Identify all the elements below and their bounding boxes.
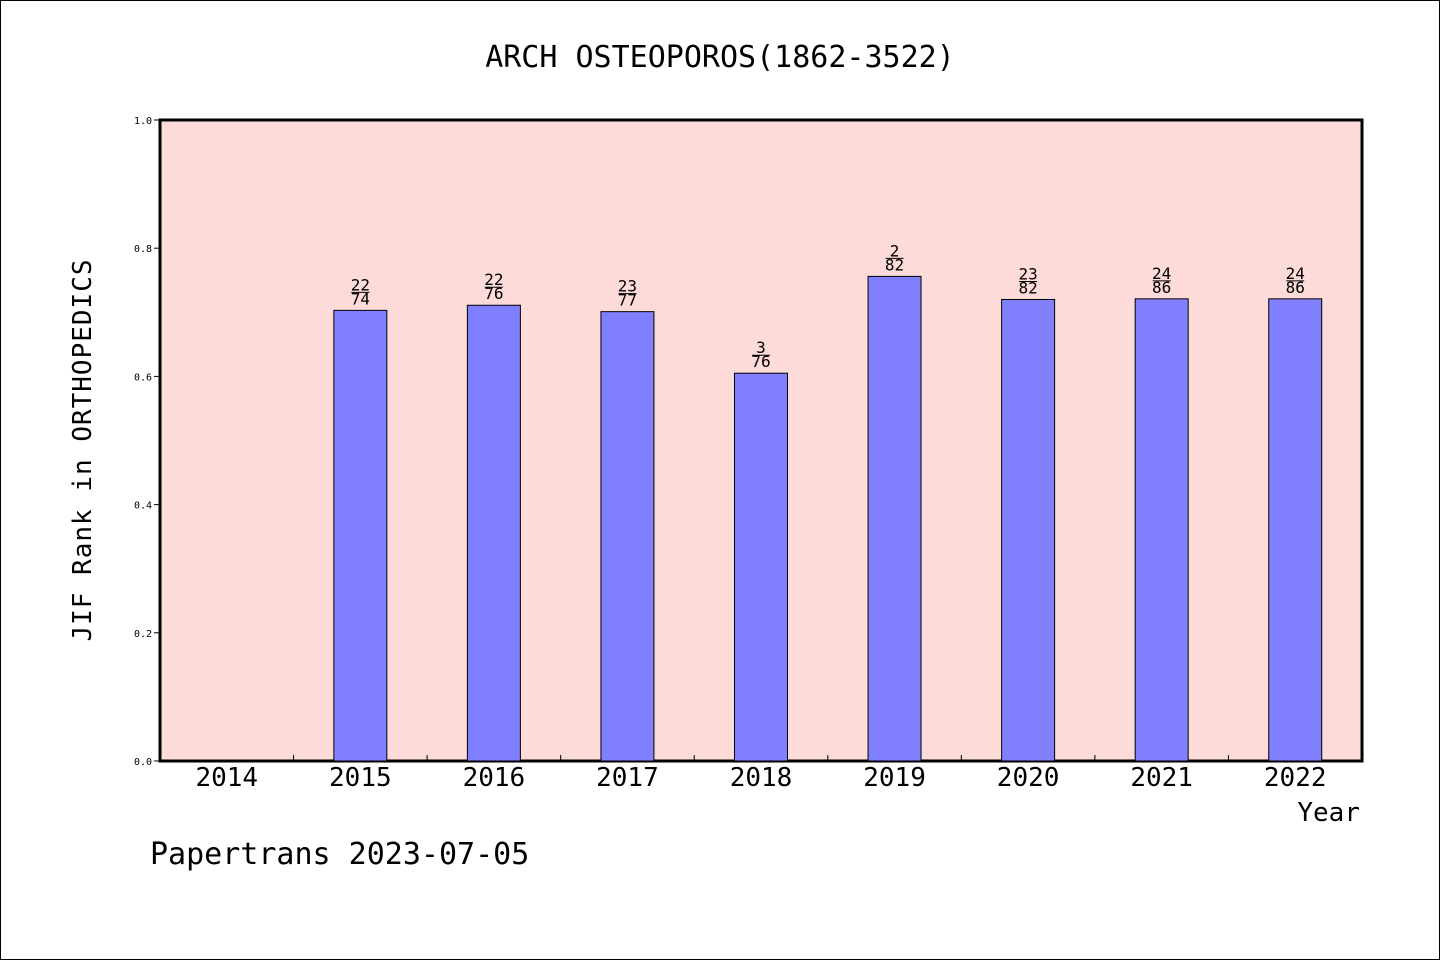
y-tick-label: 0.2 <box>134 629 152 640</box>
x-tick-label: 2016 <box>463 763 526 793</box>
bar-label-rank: 24 <box>1152 264 1171 283</box>
bar-label-total: 82 <box>885 255 904 274</box>
bar-label-rank: 2 <box>890 241 900 260</box>
x-tick-label: 2019 <box>863 763 926 793</box>
bar-label-total: 86 <box>1152 278 1171 297</box>
bar-label-total: 76 <box>751 352 770 371</box>
x-tick-label: 2018 <box>730 763 793 793</box>
bar-label-total: 74 <box>351 289 370 308</box>
y-tick-label: 1.0 <box>134 116 152 127</box>
bars-group <box>333 275 1323 762</box>
x-tick-label: 2020 <box>997 763 1060 793</box>
bar-label-rank: 22 <box>351 275 370 294</box>
footer-text: Papertrans 2023-07-05 <box>150 837 529 872</box>
bar <box>734 372 788 762</box>
bar <box>867 275 922 762</box>
y-tick-label: 0.8 <box>134 244 152 255</box>
y-tick-label: 0.6 <box>134 372 152 383</box>
x-axis-label: Year <box>1297 798 1360 828</box>
x-axis-ticks: 2014 2015 2016 2017 2018 2019 2020 2021 2022 <box>195 755 1327 793</box>
x-tick-label: 2014 <box>195 763 258 793</box>
bar <box>333 309 388 762</box>
bar-label-rank: 23 <box>1018 264 1037 283</box>
bar <box>1268 298 1323 762</box>
chart-title: ARCH OSTEOPOROS(1862-3522) <box>485 40 955 75</box>
bar-label-rank: 23 <box>618 277 637 296</box>
bar-label-total: 76 <box>484 284 503 303</box>
bar <box>1134 298 1189 762</box>
x-tick-label: 2017 <box>596 763 659 793</box>
y-axis-ticks: 0.0 0.2 0.4 0.6 0.8 1.0 <box>134 116 160 768</box>
bar-label-rank: 22 <box>484 270 503 289</box>
y-axis-label: JIF Rank in ORTHOPEDICS <box>68 258 98 641</box>
x-tick-label: 2021 <box>1130 763 1193 793</box>
bar <box>1001 298 1056 762</box>
bar-label-total: 82 <box>1018 278 1037 297</box>
bar-label-total: 86 <box>1286 278 1305 297</box>
bar-label-rank: 24 <box>1286 264 1305 283</box>
y-tick-label: 0.4 <box>134 501 152 512</box>
bar-label-rank: 3 <box>756 338 766 357</box>
bar <box>600 311 655 762</box>
bar-label-total: 77 <box>618 291 637 310</box>
x-tick-label: 2022 <box>1264 763 1327 793</box>
y-tick-label: 0.0 <box>134 757 152 768</box>
x-tick-label: 2015 <box>329 763 392 793</box>
bar <box>466 304 521 762</box>
